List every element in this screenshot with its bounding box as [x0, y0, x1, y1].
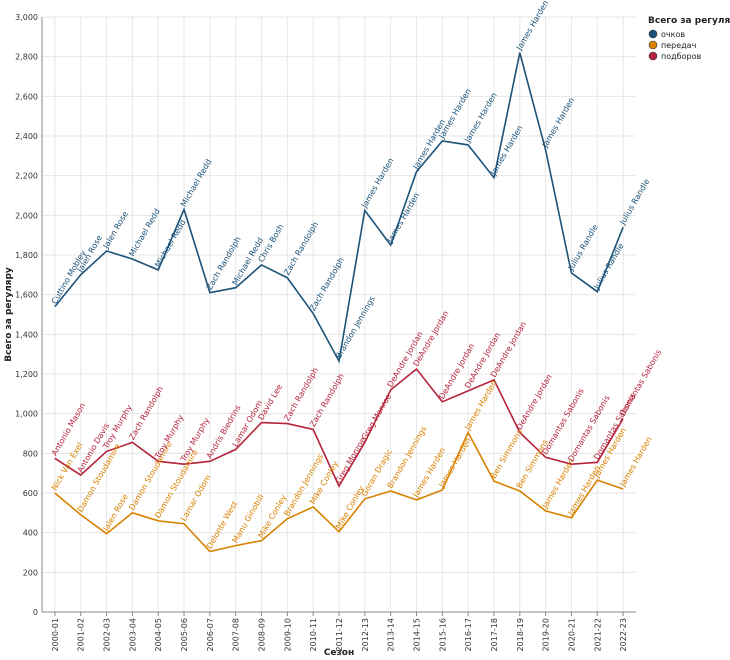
x-tick-label: 2002-03: [103, 618, 112, 651]
y-tick-label: 200: [23, 568, 38, 577]
x-tick-label: 2001-02: [77, 618, 86, 651]
x-tick-label: 2017-18: [490, 618, 499, 651]
x-tick-label: 2022-23: [619, 618, 628, 651]
y-tick-label: 1,000: [15, 410, 38, 419]
y-tick-label: 2,000: [15, 211, 38, 220]
y-tick-label: 2,800: [15, 53, 38, 62]
x-tick-label: 2011-12: [335, 618, 344, 651]
y-tick-label: 600: [23, 489, 38, 498]
y-tick-label: 1,600: [15, 291, 38, 300]
data-label: Jalen Rose: [101, 210, 130, 251]
series-lines: [54, 52, 624, 553]
legend-swatch: [648, 51, 658, 61]
x-tick-label: 2019-20: [542, 618, 551, 651]
x-axis-title: Сезон: [324, 648, 354, 658]
x-tick-label: 2016-17: [464, 618, 473, 651]
legend-label: подборов: [661, 52, 701, 61]
axes: 0 200 400 600 800 1,000 1,200 1,400 1,600 1,800 2,…: [15, 13, 636, 651]
x-tick-label: 2018-19: [516, 618, 525, 651]
x-tick-label: 2021-22: [593, 618, 602, 651]
legend-title: Всего за регуляру: [648, 16, 730, 26]
x-tick-label: 2007-08: [232, 618, 241, 651]
x-tick-label: 2006-07: [206, 618, 215, 651]
data-label: Domantas Sabonis: [618, 348, 663, 417]
legend-swatch: [648, 29, 658, 39]
legend-label: очков: [661, 30, 685, 39]
data-label: DeAndre Jordan: [515, 373, 554, 432]
legend-label: передач: [661, 41, 696, 50]
x-tick-label: 2009-10: [283, 618, 292, 651]
x-tick-label: 2015-16: [438, 618, 447, 651]
x-tick-label: 2005-06: [180, 618, 189, 651]
y-tick-label: 400: [23, 529, 38, 538]
x-tick-label: 2003-04: [128, 618, 137, 651]
x-tick-label: 2004-05: [154, 618, 163, 651]
data-label: Zach Randolph: [127, 385, 165, 442]
y-tick-label: 1,800: [15, 251, 38, 260]
y-tick-label: 1,400: [15, 330, 38, 339]
data-label: Zach Randolph: [308, 256, 346, 313]
y-tick-label: 0: [33, 608, 38, 617]
x-tick-label: 2013-14: [387, 618, 396, 651]
x-tick-label: 2010-11: [309, 618, 318, 651]
legend-swatch: [648, 40, 658, 50]
y-axis-title: Всего за регуляру: [4, 267, 14, 362]
y-tick-label: 3,000: [15, 13, 38, 22]
y-tick-label: 1,200: [15, 370, 38, 379]
series-line-подборов: [54, 367, 624, 488]
series-line-передач: [54, 430, 624, 553]
grid-lines: [42, 16, 636, 613]
data-label: DeAndre Jordan: [489, 320, 528, 379]
x-tick-label: 2000-01: [51, 618, 60, 651]
data-label: Zach Randolph: [282, 220, 320, 277]
x-tick-label: 2014-15: [412, 618, 421, 651]
x-tick-label: 2008-09: [258, 618, 267, 651]
x-tick-label: 2020-21: [567, 618, 576, 651]
data-label: Brandon Jennings: [334, 295, 377, 360]
y-tick-label: 2,200: [15, 172, 38, 181]
series-line-очков: [54, 52, 624, 364]
y-tick-label: 800: [23, 449, 38, 458]
y-tick-label: 2,600: [15, 92, 38, 101]
legend: Всего за регуляру очков передач подборов: [648, 16, 730, 61]
x-tick-label: 2012-13: [361, 618, 370, 651]
y-tick-label: 2,400: [15, 132, 38, 141]
